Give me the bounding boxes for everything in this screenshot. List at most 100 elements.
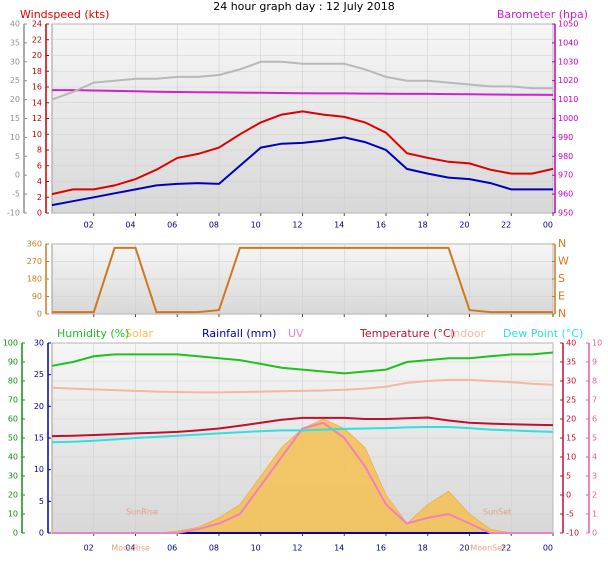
line xyxy=(51,416,554,438)
y-tick-label: 1010 xyxy=(558,95,578,104)
y-tick-label: 360 xyxy=(27,240,42,249)
legend-entry: Dew Point (°C) xyxy=(503,327,583,340)
x-tick-label: 20 xyxy=(459,544,469,553)
legend-entry: Barometer (hpa) xyxy=(497,8,588,21)
y-tick-label: 0 xyxy=(13,529,18,538)
y-tick-label: 980 xyxy=(558,152,573,161)
y-tick-label: 270 xyxy=(27,257,42,266)
legend-entry: Indoor xyxy=(450,327,486,340)
legend-entry: Windspeed (kts) xyxy=(20,8,109,21)
x-tick-label: 08 xyxy=(209,221,219,230)
line xyxy=(52,89,554,96)
y-tick-label: 10 xyxy=(34,465,44,474)
y-tick-label: 970 xyxy=(558,171,573,180)
line xyxy=(51,351,554,375)
legend-entry: Solar xyxy=(125,327,154,340)
y-tick-label: 8 xyxy=(37,146,42,155)
y-tick-label: 5 xyxy=(566,472,571,481)
y-tick-label: 16 xyxy=(32,83,42,92)
y-tick-label: 14 xyxy=(32,98,42,107)
y-tick-label: 6 xyxy=(37,161,42,170)
y-tick-label: 5 xyxy=(39,497,44,506)
line xyxy=(52,246,553,314)
y-tick-label: 1030 xyxy=(558,57,578,66)
y-tick-label: 1040 xyxy=(558,38,578,47)
x-tick-label: 04 xyxy=(125,221,135,230)
x-tick-label: 06 xyxy=(167,221,177,230)
y-tick-label: 4 xyxy=(37,177,42,186)
y-tick-label: 15 xyxy=(10,114,20,123)
y-tick-label: 50 xyxy=(8,434,18,443)
y-tick-label: 1 xyxy=(592,510,597,519)
y-tick-label: E xyxy=(558,290,565,303)
y-tick-label: 0 xyxy=(39,529,44,538)
x-tick-label: 18 xyxy=(418,544,428,553)
y-tick-label: 10 xyxy=(10,133,20,142)
x-tick-label: 22 xyxy=(501,221,511,230)
y-tick-label: 0 xyxy=(37,209,42,218)
y-tick-label: 25 xyxy=(10,76,20,85)
line xyxy=(51,378,554,394)
legend-entry: Rainfall (mm) xyxy=(202,327,276,340)
y-tick-label: N xyxy=(558,237,566,250)
x-tick-label: 12 xyxy=(292,544,302,553)
y-tick-label: 6 xyxy=(592,415,597,424)
x-tick-label: 14 xyxy=(334,544,344,553)
y-tick-label: 2 xyxy=(37,193,42,202)
x-tick-label: 02 xyxy=(84,221,94,230)
x-tick-label: 06 xyxy=(167,544,177,553)
annotation: MoonSet xyxy=(470,544,505,553)
y-tick-label: 8 xyxy=(592,377,597,386)
y-tick-label: 10 xyxy=(592,339,602,348)
y-tick-label: 80 xyxy=(8,377,18,386)
line xyxy=(51,136,553,207)
x-tick-label: 14 xyxy=(334,221,344,230)
y-tick-label: 7 xyxy=(592,396,597,405)
chart-title: 24 hour graph day : 12 July 2018 xyxy=(213,0,395,13)
y-tick-label: 40 xyxy=(10,20,20,29)
y-tick-label: -5 xyxy=(566,510,574,519)
y-tick-label: 18 xyxy=(32,67,42,76)
y-tick-label: 20 xyxy=(10,95,20,104)
x-tick-label: 10 xyxy=(251,544,261,553)
y-tick-label: 30 xyxy=(8,472,18,481)
y-tick-label: 0 xyxy=(566,491,571,500)
y-tick-label: 40 xyxy=(8,453,18,462)
y-tick-label: 950 xyxy=(558,209,573,218)
y-tick-label: -10 xyxy=(7,209,20,218)
y-tick-label: 1000 xyxy=(558,114,578,123)
y-tick-label: 15 xyxy=(34,434,44,443)
y-tick-label: 90 xyxy=(32,292,42,301)
y-tick-label: 15 xyxy=(566,434,576,443)
y-tick-label: 1020 xyxy=(558,76,578,85)
y-tick-label: S xyxy=(558,272,565,285)
x-tick-label: 00 xyxy=(543,221,553,230)
x-tick-label: 02 xyxy=(84,544,94,553)
legend-entry: Temperature (°C) xyxy=(359,327,455,340)
x-tick-label: 12 xyxy=(292,221,302,230)
y-tick-label: 0 xyxy=(592,529,597,538)
y-tick-label: 180 xyxy=(27,275,42,284)
y-tick-label: 24 xyxy=(32,20,42,29)
x-tick-label: 16 xyxy=(376,544,386,553)
y-tick-label: -10 xyxy=(566,529,579,538)
y-tick-label: 70 xyxy=(8,396,18,405)
y-tick-label: 5 xyxy=(592,434,597,443)
y-tick-label: 25 xyxy=(34,370,44,379)
y-tick-label: 12 xyxy=(32,114,42,123)
annotation: MoonRise xyxy=(111,544,150,553)
y-tick-label: 0 xyxy=(15,171,20,180)
y-tick-label: 20 xyxy=(8,491,18,500)
y-tick-label: 20 xyxy=(34,402,44,411)
x-tick-label: 00 xyxy=(543,544,553,553)
y-tick-label: 20 xyxy=(566,415,576,424)
y-tick-label: 30 xyxy=(566,377,576,386)
x-tick-label: 16 xyxy=(376,221,386,230)
y-tick-label: 35 xyxy=(566,358,576,367)
y-tick-label: 20 xyxy=(32,51,42,60)
y-tick-label: 5 xyxy=(15,152,20,161)
legend-entry: UV xyxy=(288,327,304,340)
line xyxy=(52,421,553,534)
line xyxy=(51,426,554,444)
